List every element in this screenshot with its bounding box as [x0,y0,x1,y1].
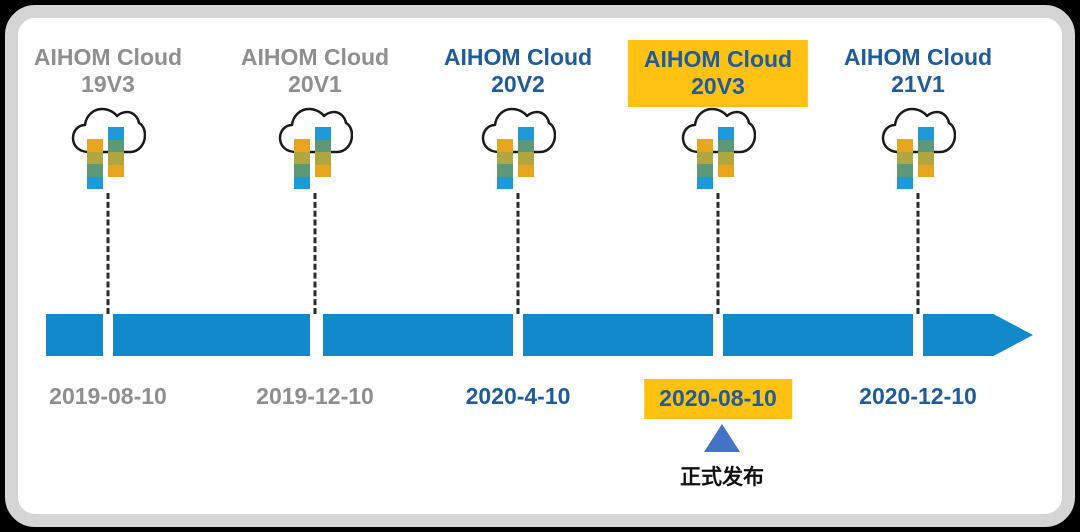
milestone-date: 2019-08-10 [49,383,167,409]
timeline-segment [723,314,913,356]
milestone-date: 2020-4-10 [465,383,571,409]
version-label: 20V2 [491,71,545,97]
milestone-title-19v3: AIHOM Cloud 19V3 [34,44,182,98]
milestone-date: 2019-12-10 [256,383,374,409]
timeline-segment [523,314,713,356]
cloud-with-bars-icon [70,104,146,196]
product-name: AIHOM Cloud [843,44,993,70]
cloud-with-bars-icon [480,104,556,196]
version-label: 20V1 [288,71,342,97]
diagram-panel [5,5,1075,527]
version-label: 20V3 [691,73,745,99]
milestone-title-21v1: AIHOM Cloud 21V1 [844,44,992,98]
release-marker-triangle-icon [704,424,740,452]
cloud-with-bars-icon [680,104,756,196]
dashed-connector [516,193,520,314]
product-name: AIHOM Cloud [33,44,183,70]
dashed-connector [916,193,920,314]
dashed-connector [313,193,317,314]
dashed-connector [106,193,110,314]
version-label: 19V3 [81,71,135,97]
timeline-arrow-head [923,314,1033,356]
release-label: 正式发布 [680,466,764,489]
milestone-title-20v2: AIHOM Cloud 20V2 [444,44,592,98]
milestone-date-highlighted: 2020-08-10 [644,379,792,419]
product-name: AIHOM Cloud [443,44,593,70]
timeline-segment [113,314,310,356]
dashed-connector [716,193,720,314]
cloud-with-bars-icon [277,104,353,196]
timeline-segment [323,314,513,356]
milestone-date: 2020-12-10 [859,383,977,409]
product-name: AIHOM Cloud [240,44,390,70]
milestone-title-20v1: AIHOM Cloud 20V1 [241,44,389,98]
version-label: 21V1 [891,71,945,97]
cloud-with-bars-icon [880,104,956,196]
milestone-title-20v3-highlighted: AIHOM Cloud 20V3 [627,40,809,107]
timeline-segment [46,314,103,356]
product-name: AIHOM Cloud [643,46,793,72]
